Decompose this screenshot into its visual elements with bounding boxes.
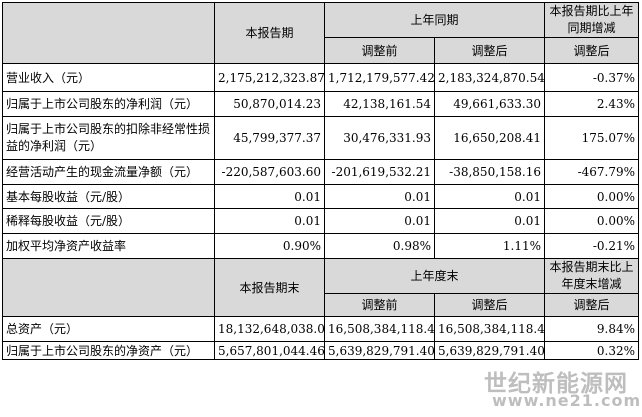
row-label: 归属于上市公司股东的扣除非经常性损益的净利润（元） bbox=[2, 116, 215, 160]
header-blank-cell bbox=[2, 2, 215, 64]
cell-before: 0.01 bbox=[324, 208, 435, 234]
header-row-2: 调整前 调整后 调整后 bbox=[3, 37, 640, 64]
cell-before: 42,138,161.54 bbox=[324, 91, 435, 117]
cell-change: -0.37% bbox=[544, 63, 640, 92]
cell-before: 5,639,829,791.40 bbox=[324, 341, 435, 360]
header-after-adjust: 调整后 bbox=[433, 37, 546, 64]
cell-current: 2,175,212,323.87 bbox=[214, 63, 325, 92]
table-row: 总资产（元） 18,132,648,038.00 16,508,384,118.… bbox=[2, 316, 640, 342]
header-change: 本报告期比上年同期增减 bbox=[544, 2, 640, 38]
cell-after: 16,508,384,118.46 bbox=[433, 316, 546, 342]
watermark-text: 世纪新能源网 bbox=[484, 371, 628, 397]
table-row: 归属于上市公司股东的净利润（元） 50,870,014.23 42,138,16… bbox=[2, 91, 640, 117]
cell-after: 16,650,208.41 bbox=[433, 116, 546, 160]
cell-after: 0.01 bbox=[433, 184, 546, 209]
table-row: 归属于上市公司股东的净资产（元） 5,657,801,044.46 5,639,… bbox=[2, 341, 640, 360]
cell-change: -467.79% bbox=[544, 159, 640, 185]
cell-current: 45,799,377.37 bbox=[214, 116, 325, 160]
header-row-3: 本报告期末 上年度末 本报告期末比上年度末增减 bbox=[2, 258, 640, 317]
watermark-url: www.ne21.com bbox=[492, 391, 642, 410]
table-row: 归属于上市公司股东的扣除非经常性损益的净利润（元） 45,799,377.37 … bbox=[2, 116, 640, 160]
row-label: 稀释每股收益（元/股） bbox=[2, 208, 215, 234]
header-prev-year: 上年同期 bbox=[323, 2, 546, 38]
table-row: 加权平均净资产收益率 0.90% 0.98% 1.11% -0.21% bbox=[2, 233, 640, 259]
cell-after: 0.01 bbox=[433, 208, 546, 234]
table-row: 稀释每股收益（元/股） 0.01 0.01 0.01 0.00% bbox=[2, 208, 640, 234]
header-blank-cell bbox=[2, 258, 215, 317]
cell-current: 5,657,801,044.46 bbox=[214, 341, 325, 360]
cell-before: 1,712,179,577.42 bbox=[324, 63, 435, 92]
cell-after: 1.11% bbox=[433, 233, 546, 259]
cell-current: 0.01 bbox=[214, 184, 325, 209]
cell-before: 0.98% bbox=[324, 233, 435, 259]
cell-current: -220,587,603.60 bbox=[214, 159, 325, 185]
cell-after: -38,850,158.16 bbox=[433, 159, 546, 185]
cell-change: 0.00% bbox=[544, 208, 640, 234]
row-label: 营业收入（元） bbox=[2, 63, 215, 92]
table-row: 基本每股收益（元/股） 0.01 0.01 0.01 0.00% bbox=[2, 184, 640, 209]
header-change-after-adjust: 调整后 bbox=[544, 37, 640, 64]
header-period-end: 本报告期末 bbox=[214, 258, 325, 317]
cell-current: 18,132,648,038.00 bbox=[214, 316, 325, 342]
watermark: 世纪新能源网 www.ne21.com bbox=[470, 364, 640, 414]
financial-summary-table: 本报告期 上年同期 本报告期比上年同期增减 调整前 调整后 调整后 营业收入（元… bbox=[2, 2, 640, 360]
row-label: 归属于上市公司股东的净利润（元） bbox=[2, 91, 215, 117]
header-before-adjust: 调整前 bbox=[324, 293, 435, 317]
row-label: 经营活动产生的现金流量净额（元） bbox=[2, 159, 215, 185]
row-label: 总资产（元） bbox=[2, 316, 215, 342]
header-current-period: 本报告期 bbox=[214, 2, 325, 64]
cell-current: 0.01 bbox=[214, 208, 325, 234]
cell-current: 0.90% bbox=[214, 233, 325, 259]
cell-change: 9.84% bbox=[544, 316, 640, 342]
cell-change: 0.32% bbox=[544, 341, 640, 360]
cell-current: 50,870,014.23 bbox=[214, 91, 325, 117]
cell-after: 2,183,324,870.54 bbox=[433, 63, 546, 92]
cell-before: 0.01 bbox=[324, 184, 435, 209]
cell-before: 30,476,331.93 bbox=[324, 116, 435, 160]
header-after-adjust: 调整后 bbox=[433, 293, 546, 317]
cell-change: 0.00% bbox=[544, 184, 640, 209]
cell-change: -0.21% bbox=[544, 233, 640, 259]
cell-before: 16,508,384,118.46 bbox=[324, 316, 435, 342]
header-prev-year-end: 上年度末 bbox=[323, 258, 546, 294]
row-label: 基本每股收益（元/股） bbox=[2, 184, 215, 209]
cell-after: 5,639,829,791.40 bbox=[433, 341, 546, 360]
header-change-after-adjust: 调整后 bbox=[544, 293, 640, 317]
cell-change: 2.43% bbox=[544, 91, 640, 117]
table-row: 经营活动产生的现金流量净额（元） -220,587,603.60 -201,61… bbox=[2, 159, 640, 185]
header-row-1: 本报告期 上年同期 本报告期比上年同期增减 bbox=[2, 2, 640, 64]
cell-change: 175.07% bbox=[544, 116, 640, 160]
row-label: 加权平均净资产收益率 bbox=[2, 233, 215, 259]
header-before-adjust: 调整前 bbox=[324, 37, 435, 64]
cell-after: 49,661,633.30 bbox=[433, 91, 546, 117]
header-change-end: 本报告期末比上年度末增减 bbox=[544, 258, 640, 294]
cell-before: -201,619,532.21 bbox=[324, 159, 435, 185]
table-row: 营业收入（元） 2,175,212,323.87 1,712,179,577.4… bbox=[2, 63, 640, 92]
row-label: 归属于上市公司股东的净资产（元） bbox=[2, 341, 215, 360]
